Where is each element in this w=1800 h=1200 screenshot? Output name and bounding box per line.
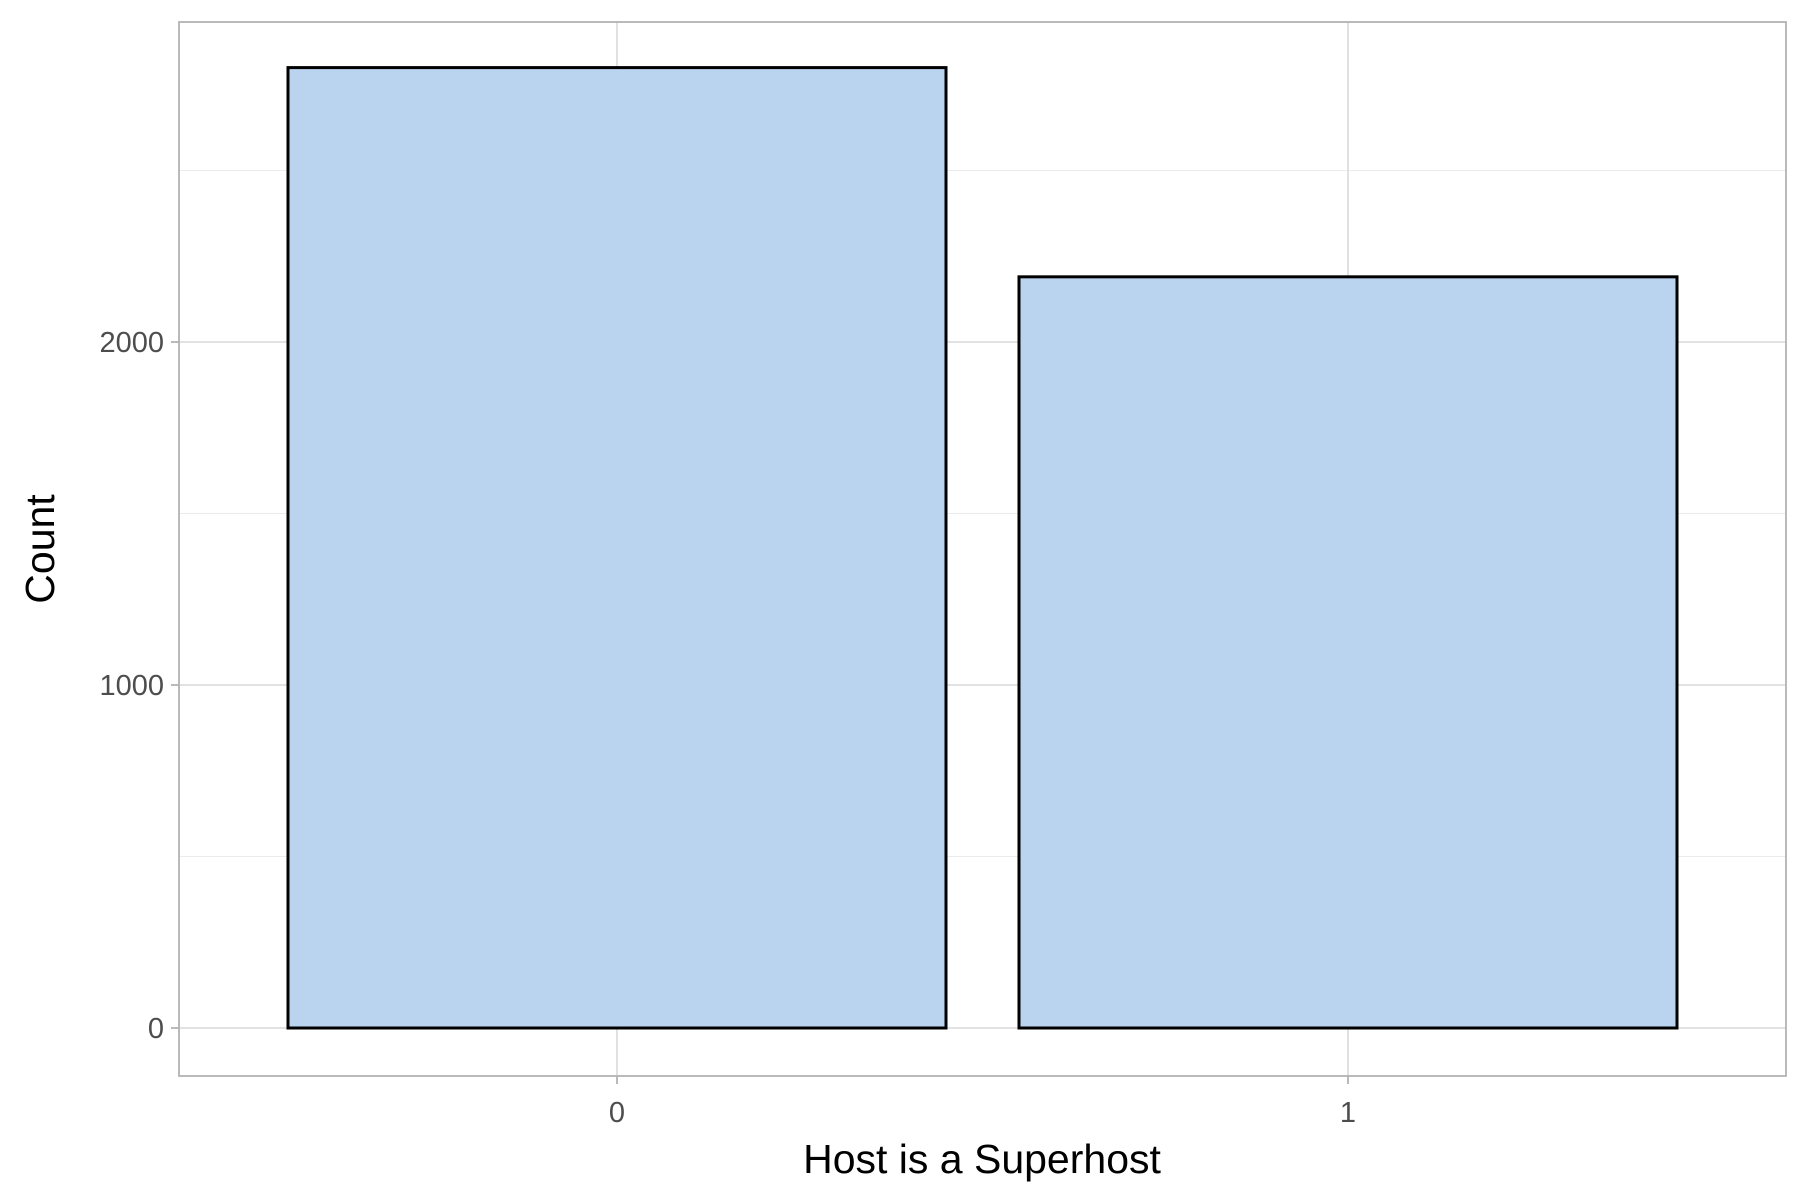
x-axis-title: Host is a Superhost: [803, 1136, 1161, 1182]
y-tick-label: 0: [148, 1013, 164, 1045]
y-axis-ticks: 0 1000 2000: [99, 327, 179, 1045]
panel-border: [178, 21, 1787, 1077]
bar-0: [286, 66, 948, 1030]
y-tick-label: 1000: [99, 670, 164, 702]
x-tick-label: 0: [609, 1097, 625, 1129]
x-tick-label: 1: [1340, 1097, 1356, 1129]
y-axis-title: Count: [17, 494, 63, 604]
bar-1: [1017, 275, 1679, 1030]
y-tick-label: 2000: [99, 327, 164, 359]
bars: [286, 66, 1679, 1030]
